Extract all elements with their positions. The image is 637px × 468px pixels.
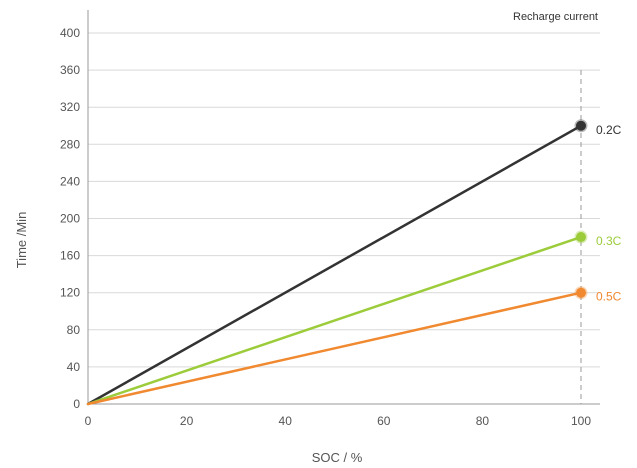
y-tick-label: 400: [60, 26, 80, 40]
y-tick-label: 40: [67, 360, 81, 374]
series-line: [86, 291, 583, 406]
series-label: 0.5C: [596, 290, 622, 304]
y-tick-labels: 0 40 80 120 160 200 240 280 320 360 400: [60, 26, 80, 411]
y-tick-label: 80: [67, 323, 81, 337]
x-tick-label: 20: [180, 414, 194, 428]
series-end-marker: [576, 232, 586, 243]
x-tick-label: 60: [377, 414, 391, 428]
y-tick-label: 120: [60, 286, 80, 300]
x-tick-label: 40: [279, 414, 293, 428]
x-tick-label: 80: [476, 414, 490, 428]
series-labels: 0.2C 0.3C 0.5C: [596, 123, 622, 304]
legend-title: Recharge current: [513, 11, 598, 23]
series-markers: [574, 119, 588, 300]
series-line: [86, 124, 583, 406]
x-tick-label: 100: [571, 414, 591, 428]
series-lines: [86, 124, 583, 406]
y-tick-label: 360: [60, 63, 80, 77]
grid-lines: [88, 32, 600, 368]
y-tick-label: 240: [60, 174, 80, 188]
x-axis-title: SOC / %: [312, 450, 363, 465]
axes: [87, 10, 600, 405]
series-label: 0.2C: [596, 123, 622, 137]
y-tick-label: 0: [73, 397, 80, 411]
series-label: 0.3C: [596, 234, 622, 248]
series-end-marker: [576, 287, 586, 298]
x-tick-label: 0: [85, 414, 92, 428]
y-tick-label: 320: [60, 100, 80, 114]
y-tick-label: 280: [60, 137, 80, 151]
y-tick-label: 200: [60, 212, 80, 226]
series-end-marker: [576, 120, 586, 131]
y-axis-title: Time /Min: [14, 212, 29, 269]
series-line: [86, 235, 583, 406]
x-tick-labels: 0 20 40 60 80 100: [85, 414, 592, 428]
y-tick-label: 160: [60, 249, 80, 263]
